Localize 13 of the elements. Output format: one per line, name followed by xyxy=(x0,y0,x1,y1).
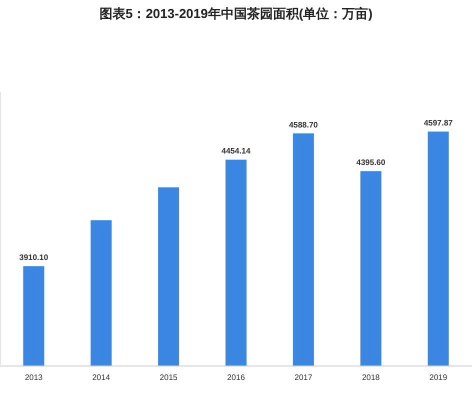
x-tick-label: 2017 xyxy=(294,373,313,382)
x-tick-label: 2018 xyxy=(362,373,380,382)
data-label: 4454.14 xyxy=(222,146,252,156)
data-label: 4588.70 xyxy=(288,120,318,130)
data-label: 3910.10 xyxy=(19,253,49,262)
x-tick-label: 2014 xyxy=(92,373,111,382)
x-tick-label: 2019 xyxy=(429,373,448,382)
data-label: 4597.87 xyxy=(424,118,454,128)
x-tick-label: 2016 xyxy=(227,373,246,382)
data-label: 4395.60 xyxy=(356,158,386,168)
x-tick-label: 2013 xyxy=(24,373,44,382)
x-tick-label: 2015 xyxy=(160,373,178,382)
chart-title: 图表5：2013-2019年中国茶园面积(单位：万亩) xyxy=(99,6,373,21)
